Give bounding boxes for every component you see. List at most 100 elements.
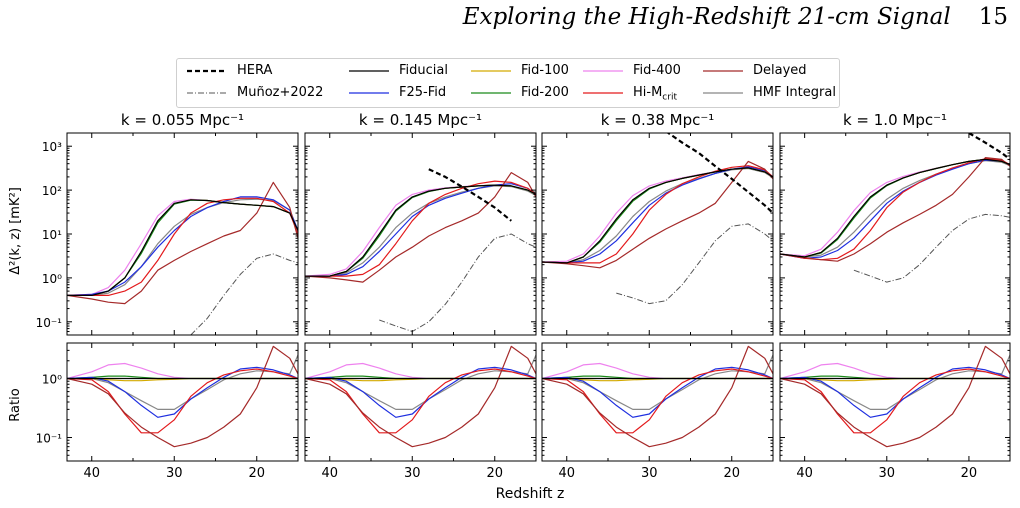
legend-label: Fid-100 [521, 63, 569, 78]
legend-swatch [471, 92, 511, 94]
legend-label: F25-Fid [399, 85, 447, 100]
panel-title: k = 1.0 Mpc⁻¹ [843, 111, 947, 129]
series-line-delayed [542, 345, 773, 448]
page-header: Exploring the High-Redshift 21-cm Signal… [463, 4, 1008, 30]
main-panel-4-group [779, 132, 1011, 336]
panel-title: k = 0.145 Mpc⁻¹ [359, 111, 482, 129]
legend-label: HMF Integral [753, 85, 836, 100]
x-tick-label: 40 [558, 466, 575, 481]
running-title: Exploring the High-Redshift 21-cm Signal [462, 4, 951, 30]
series-line-hmf-integral [542, 167, 773, 264]
legend-swatch [187, 69, 227, 73]
y-axis-label-top-text: Δ²(k, z) [mK²] [8, 187, 23, 275]
legend-label: Fid-200 [521, 85, 569, 100]
x-tick-label: 30 [404, 466, 421, 481]
series-line-fiducial [305, 184, 536, 277]
series-line-hi-mcrit [305, 368, 536, 434]
legend-swatch [349, 92, 389, 94]
series-line-fiducial [780, 158, 1010, 258]
x-axis-label: Redshift z [495, 486, 565, 502]
series-line-fid-400 [67, 198, 298, 296]
series-line-fid-200 [780, 158, 1010, 258]
series-line-fid-200 [67, 199, 298, 296]
x-tick-label: 40 [796, 466, 813, 481]
y-tick-label: 10⁻¹ [36, 432, 63, 446]
legend-label: Fiducial [399, 63, 448, 78]
x-tick-label: 30 [166, 466, 183, 481]
ratio-panel-4-group: 40 30 20 [779, 342, 1011, 481]
legend-label: Muñoz+2022 [237, 85, 324, 100]
page-number: 15 [978, 4, 1008, 30]
y-tick-label: 10⁰ [42, 373, 62, 387]
series-line-fid-400 [542, 167, 773, 263]
series-line-hi-mcrit [542, 368, 773, 434]
legend-label: HERA [237, 63, 273, 78]
series-line-hi-mcrit [67, 197, 298, 296]
ratio-panel-4-frame [779, 342, 1011, 462]
x-tick-label: 20 [723, 466, 740, 481]
series-line-fid-100 [305, 184, 536, 277]
series-line-hi-mcrit [780, 368, 1010, 434]
main-panel-4-frame [779, 132, 1011, 336]
legend-swatch [703, 70, 743, 72]
ratio-panel-2-series [305, 345, 536, 448]
y-tick-label: 10⁻¹ [36, 316, 63, 330]
series-line-f25-fid [780, 159, 1010, 259]
series-line-delayed [67, 181, 298, 305]
series-line-hera [428, 168, 512, 222]
x-tick-label: 30 [641, 466, 658, 481]
series-line-hera [666, 133, 773, 214]
series-line-hi-mcrit [67, 368, 298, 434]
y-tick-label: 10³ [42, 140, 62, 154]
chart-legend: HERA Muñoz+2022 Fiducial F25-Fid Fid-100 Fid-… [176, 58, 840, 108]
series-line-delayed [67, 345, 298, 448]
series-line-hmf-integral [67, 198, 298, 296]
main-panel-4-series [780, 133, 1010, 283]
ratio-panel-2-group: 40 30 20 [304, 342, 537, 481]
series-line-mu-oz-2022 [853, 213, 1010, 283]
x-tick-label: 20 [961, 466, 978, 481]
panel-title: k = 0.055 Mpc⁻¹ [121, 111, 244, 129]
legend-swatch [583, 92, 623, 94]
series-line-f25-fid [305, 183, 536, 277]
main-panel-1-frame [66, 132, 299, 336]
series-line-hmf-integral [305, 354, 536, 410]
series-line-fid-400 [780, 158, 1010, 257]
series-line-hmf-integral [305, 185, 536, 277]
ratio-panel-3-series [542, 345, 773, 448]
ratio-panel-4-series [780, 345, 1010, 448]
series-line-hmf-integral [67, 354, 298, 410]
x-tick-label: 20 [248, 466, 265, 481]
series-line-hi-mcrit [305, 180, 536, 277]
series-line-hi-mcrit [780, 158, 1010, 261]
series-line-f25-fid [305, 366, 536, 418]
legend-label: Fid-400 [633, 63, 681, 78]
main-panel-3-group [541, 132, 774, 336]
series-line-mu-oz-2022 [379, 233, 536, 332]
main-panel-2-frame [304, 132, 537, 336]
series-line-mu-oz-2022 [190, 253, 298, 335]
series-line-hmf-integral [780, 160, 1010, 258]
ratio-panel-3-group: 40 30 20 [541, 342, 774, 481]
series-line-f25-fid [67, 366, 298, 418]
x-tick-label: 30 [879, 466, 896, 481]
main-panel-1-group: 10⁻¹ 10⁰ 10¹ 10² 10³ [36, 132, 299, 336]
series-line-mu-oz-2022 [616, 223, 773, 305]
legend-swatch [349, 70, 389, 72]
main-panel-2-series [305, 168, 536, 332]
series-line-fiducial [542, 167, 773, 264]
series-line-hi-mcrit [542, 165, 773, 264]
series-line-fid-100 [542, 167, 773, 264]
series-line-delayed [542, 160, 773, 269]
series-line-delayed [305, 172, 536, 283]
series-line-delayed [780, 345, 1010, 448]
series-line-fid-100 [67, 199, 298, 296]
legend-label: Delayed [753, 63, 807, 78]
main-panel-3-series [542, 133, 773, 305]
ratio-panel-2-frame [304, 342, 537, 462]
main-panel-1-series [67, 181, 298, 335]
legend-swatch [187, 92, 227, 94]
legend-swatch [471, 70, 511, 72]
series-line-hmf-integral [542, 354, 773, 410]
x-tick-label: 40 [83, 466, 100, 481]
